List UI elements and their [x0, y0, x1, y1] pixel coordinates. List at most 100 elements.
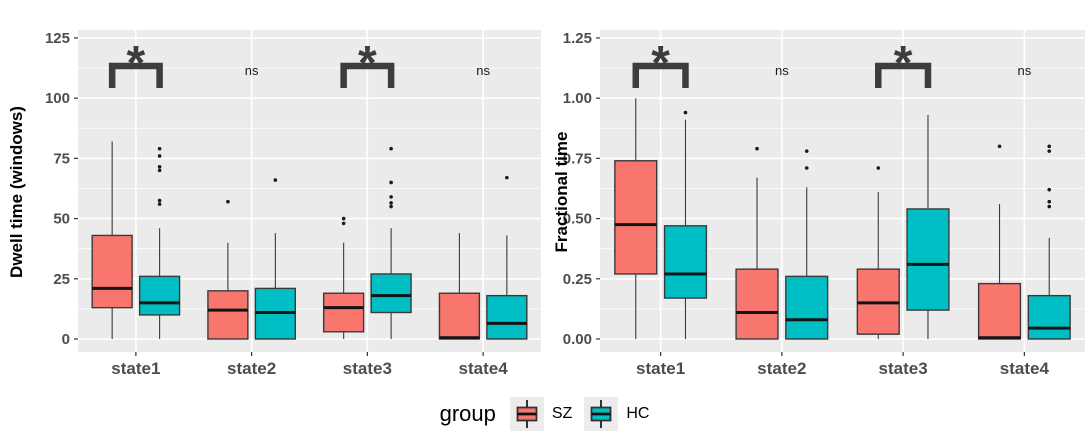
significance-bracket [632, 62, 689, 88]
significance-ns-label: ns [1018, 63, 1032, 78]
x-tick-label: state2 [227, 359, 276, 378]
outlier-point [1047, 204, 1052, 209]
outlier-point [226, 199, 230, 204]
box [438, 292, 481, 340]
outlier-point [341, 216, 346, 221]
significance-bracket [875, 62, 932, 88]
significance-state3: * [875, 37, 932, 90]
significance-state1: * [632, 37, 689, 90]
outlier-point [683, 110, 688, 115]
x-tick-label: state4 [1000, 359, 1050, 378]
panel-dwell-time: Dwell time (windows) 0 25 50 75 100 125 state1… [0, 0, 545, 385]
outlier-point [389, 201, 393, 205]
significance-state4: ns [476, 63, 490, 78]
x-tick-label: state1 [636, 359, 685, 378]
boxplot-sz-state4 [438, 233, 481, 340]
legend-item-hc: HC [584, 397, 649, 431]
outlier-point [157, 164, 162, 169]
boxplot-hc-state4 [1027, 144, 1071, 340]
x-tick-label: state3 [879, 359, 928, 378]
significance-ns-label: ns [476, 63, 490, 78]
significance-bracket [340, 62, 395, 88]
outlier-point [804, 166, 809, 170]
x-tick-label: state4 [459, 359, 509, 378]
y-tick-label: 125 [45, 30, 70, 47]
outlier-point [341, 221, 346, 226]
x-tick-label: state1 [111, 359, 160, 378]
boxplot-hc-state3 [370, 146, 412, 339]
y-tick-label: 100 [45, 90, 70, 107]
significance-state1: * [108, 37, 163, 90]
outlier-point [389, 195, 393, 199]
legend-label-sz: SZ [551, 405, 573, 422]
significance-star: * [127, 37, 146, 90]
box [486, 294, 528, 340]
boxplot-key-icon [509, 397, 544, 431]
box [735, 268, 779, 340]
outlier-point [1047, 144, 1052, 149]
outlier-point [1047, 199, 1052, 204]
significance-star: * [358, 37, 377, 90]
box [322, 292, 365, 333]
y-tick-label: 75 [53, 150, 70, 167]
significance-ns-label: ns [245, 63, 259, 78]
box [614, 160, 658, 275]
outlier-point [273, 178, 278, 182]
y-tick-label: 25 [53, 271, 70, 288]
y-tick-label: 0 [62, 331, 70, 348]
outlier-point [389, 204, 393, 209]
box [977, 282, 1022, 340]
y-axis-title-fractional-time: Fractional time [552, 131, 571, 253]
boxplot-hc-state2 [785, 149, 829, 340]
y-tick-label: 1.00 [563, 90, 592, 107]
y-tick-label: 0.75 [563, 150, 592, 167]
boxplot-sz-state3 [856, 166, 900, 339]
outlier-point [755, 146, 759, 151]
outlier-point [1047, 149, 1052, 153]
significance-star: * [894, 37, 913, 90]
boxplot-chart-fractional-time: 0.00 0.25 0.50 0.75 1.00 1.25 state1 state2 stat… [563, 30, 1085, 378]
boxplot-hc-state4 [486, 175, 528, 340]
boxplot-sz-state3 [322, 216, 365, 339]
outlier-point [157, 168, 162, 173]
y-tick-label: 0.00 [563, 331, 592, 348]
box [663, 225, 708, 299]
outlier-point [157, 154, 162, 158]
boxplot-hc-state2 [254, 178, 297, 340]
x-tick-label: state2 [757, 359, 806, 378]
outlier-point [157, 202, 162, 206]
boxplot-sz-state2 [207, 199, 249, 340]
outlier-point [1047, 187, 1052, 192]
panel-fractional-time: Fractional time 0.00 0.25 0.50 0.75 1.00 1.25… [545, 0, 1089, 385]
boxplot-sz-state2 [735, 146, 779, 340]
significance-ns-label: ns [775, 63, 789, 78]
outlier-point [389, 180, 393, 185]
boxplot-sz-state4 [977, 144, 1022, 340]
y-tick-label: 50 [53, 211, 70, 228]
significance-star: * [651, 37, 670, 90]
outlier-point [157, 146, 162, 151]
legend: group SZ HC [0, 385, 1089, 443]
y-tick-label: 0.25 [563, 271, 592, 288]
outlier-point [804, 149, 809, 153]
boxplot-chart-dwell-time: 0 25 50 75 100 125 state1 state2 state3 state4 * ns… [45, 30, 541, 378]
x-tick-label: state3 [343, 359, 392, 378]
boxplot-sz-state1 [614, 98, 658, 339]
outlier-point [505, 175, 509, 180]
y-tick-label: 0.50 [563, 211, 592, 228]
boxplot-hc-state3 [906, 115, 950, 339]
box [138, 275, 181, 316]
significance-state3: * [340, 37, 395, 90]
significance-bracket [108, 62, 163, 88]
significance-state4: ns [1018, 63, 1032, 78]
boxplot-hc-state1 [138, 146, 181, 339]
significance-state2: ns [775, 63, 789, 78]
boxplot-sz-state1 [91, 141, 133, 339]
legend-item-sz: SZ [509, 397, 573, 431]
outlier-point [997, 144, 1002, 149]
box [91, 234, 133, 309]
boxplot-hc-state1 [663, 110, 708, 339]
legend-label-hc: HC [626, 405, 650, 422]
outlier-point [157, 198, 162, 203]
